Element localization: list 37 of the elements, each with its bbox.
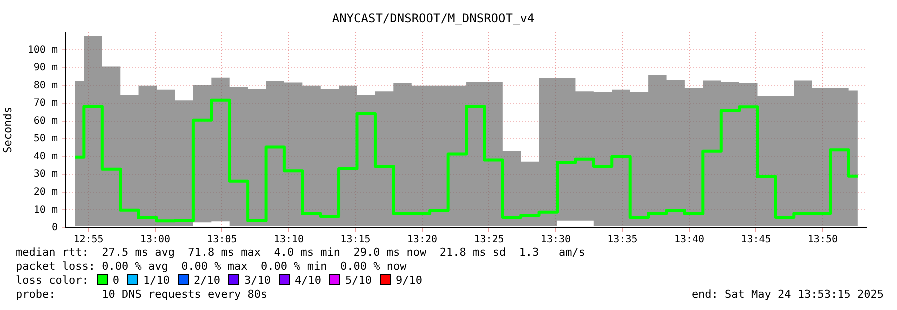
x-tick-label: 13:20 — [407, 234, 438, 246]
x-tick-label: 13:40 — [674, 234, 705, 246]
y-tick-label: 100 m — [28, 44, 58, 56]
text: probe: 10 DNS requests every 80s — [16, 288, 268, 301]
x-tick-label: 13:45 — [741, 234, 772, 246]
text: end: Sat May 24 13:53:15 2025 — [692, 288, 884, 302]
text: median rtt: 27.5 ms avg 71.8 ms max 4.0 ms min 29.0 ms now 21.8 ms sd 1.3 am/s — [16, 246, 586, 259]
chart-title: ANYCAST/DNSROOT/M_DNSROOT_v4 — [332, 11, 535, 26]
text: 3/10 — [244, 274, 271, 287]
text: packet loss: 0.00 % avg 0.00 % max 0.00 % min 0.00 % now — [16, 260, 407, 273]
x-tick-label: 13:30 — [540, 234, 572, 246]
text: 9/10 — [396, 274, 422, 287]
text: 4/10 — [294, 274, 322, 287]
x-tick-label: 13:50 — [808, 234, 838, 246]
x-tick-label: 13:25 — [474, 234, 504, 246]
x-tick-label: 13:10 — [274, 234, 304, 246]
x-tick-label: 13:00 — [140, 234, 171, 246]
y-tick-label: 0 — [52, 222, 58, 234]
x-tick-label: 13:35 — [608, 234, 638, 246]
text: 0 — [112, 274, 120, 287]
y-tick-label: 30 m — [34, 169, 58, 180]
y-tick-label: 70 m — [34, 98, 58, 110]
y-axis-title: Seconds — [1, 107, 14, 154]
x-tick-label: 13:05 — [207, 234, 238, 246]
text: 1/10 — [143, 274, 170, 287]
text: 5/10 — [345, 274, 372, 287]
y-tick-label: 90 m — [34, 62, 58, 74]
y-tick-label: 80 m — [34, 80, 58, 92]
y-tick-label: 60 m — [34, 116, 58, 127]
y-tick-label: 40 m — [34, 151, 58, 162]
text: loss color: — [16, 274, 89, 287]
text: 2/10 — [194, 274, 220, 287]
y-tick-label: 10 m — [34, 204, 58, 216]
y-tick-label: 20 m — [34, 187, 58, 198]
x-tick-label: 13:15 — [340, 234, 371, 246]
x-tick-label: 12:55 — [74, 234, 104, 246]
y-tick-label: 50 m — [34, 134, 58, 145]
